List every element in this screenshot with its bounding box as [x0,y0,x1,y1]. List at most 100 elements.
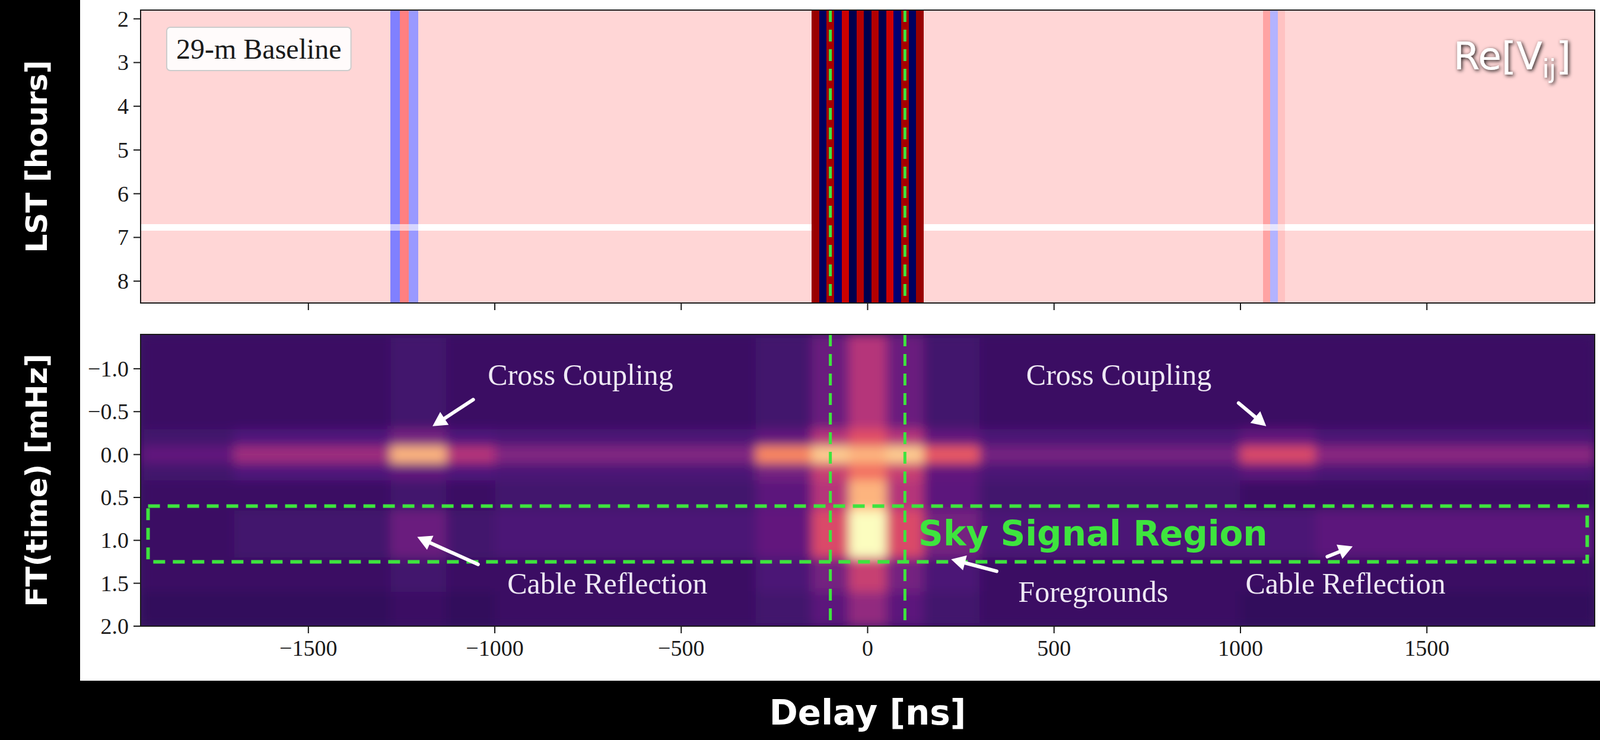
heatmap-cell [233,510,391,559]
heatmap-cell [923,334,981,430]
y-tick-label: −1.0 [87,356,129,382]
y-tick [133,625,141,628]
annotation-arrow [430,542,479,565]
heatmap-cell [140,592,235,627]
heatmap-cell [755,510,813,559]
y-tick [133,61,141,63]
x-tick-label: 500 [1037,635,1071,661]
heatmap-cell [390,428,447,447]
heatmap-cell [140,224,391,232]
x-tick [680,626,682,634]
plot-frame [140,10,1595,304]
y-axis-title: FT(time) [mHz] [19,353,54,607]
y-tick-label: 6 [117,181,129,207]
inset-label-box [166,27,352,71]
heatmap-cell [390,334,447,430]
x-tick [494,626,496,634]
x-axis-title: Delay [ns] [769,692,967,734]
heatmap-cell [811,224,820,232]
plot-area [140,10,1595,304]
x-tick-label: −500 [657,635,705,661]
heatmap-cell [1240,446,1316,464]
y-tick-label: 1.5 [100,571,130,597]
heatmap-cell [863,224,872,232]
heatmap-cell [390,224,400,232]
horizon-line [903,334,907,627]
heatmap-cell [819,224,827,232]
heatmap-cell [233,463,391,482]
y-tick [133,497,141,499]
heatmap-cell [408,230,419,304]
heatmap-cell [886,224,895,232]
heatmap-cell [979,428,1242,447]
heatmap-cell [390,230,400,304]
heatmap-cell [848,224,857,232]
plot-frame [140,334,1595,627]
y-tick-label: 7 [117,224,129,250]
sky-signal-region [148,506,1588,562]
heatmap-cell [446,510,495,559]
heatmap-cell [233,592,391,627]
annotation-arrowhead [1336,544,1353,559]
heatmap-cell [863,230,872,304]
plot-area [140,334,1595,627]
x-tick [1053,303,1055,311]
y-tick-label: −0.5 [87,399,129,425]
plot-ground [140,334,1595,627]
heatmap-cell [871,224,880,232]
x-tick-label: 0 [861,635,874,661]
annotation-arrowhead [417,536,434,551]
y-axis-title: LST [hours] [19,59,54,253]
annotation-arrowhead [950,555,968,571]
y-tick [133,454,141,456]
corner-label-part: ij [1542,54,1557,84]
x-tick [867,626,869,634]
heatmap-cell [399,224,410,232]
figure: 2345678LST [hours]29-m BaselineRe[Vij]−1… [0,0,1600,740]
x-tick [494,303,496,311]
heatmap-cell [399,230,410,304]
heatmap-cell [893,224,902,232]
heatmap-cell [834,10,842,225]
heatmap-cell [979,446,1242,464]
x-tick-label: 1000 [1217,635,1264,661]
annotation-text: Cross Coupling [1026,358,1213,392]
heatmap-cells [140,10,1595,304]
heatmap-cell [390,480,447,511]
heatmap-cell [399,10,410,225]
heatmap-cell [494,428,757,447]
annotation-text: Cable Reflection [1245,567,1446,601]
heatmap-cell [841,224,850,232]
heatmap-cell [848,10,857,225]
heatmap-cell [871,230,880,304]
y-tick-label: 3 [117,49,129,75]
heatmap-cell [893,230,902,304]
heatmap-cell [848,446,887,464]
heatmap-cell [755,428,813,447]
heatmap-cell [979,463,1242,482]
x-tick [1053,626,1055,634]
heatmap-cell [1315,446,1595,464]
y-tick-label: 2.0 [100,614,130,639]
heatmap-cell [140,230,391,304]
heatmap-cell [923,428,981,447]
x-tick [307,626,310,634]
heatmap-cell [446,446,495,464]
y-tick [133,583,141,585]
heatmap-cell [390,446,447,464]
horizon-line [828,334,832,627]
heatmap-cell [908,230,917,304]
heatmap-cell [1263,230,1271,304]
annotation-text: Foregrounds [1018,575,1169,609]
x-tick [680,303,682,311]
heatmap-cell [848,428,887,447]
heatmap-cell [418,10,813,225]
x-tick [867,303,869,311]
heatmap-cell [1277,230,1286,304]
heatmap-cell [233,334,391,430]
heatmap-cell [856,10,865,225]
heatmap-cell [871,10,880,225]
heatmap-cell [923,557,981,593]
y-tick-label: 1.0 [100,527,130,553]
heatmap-cell [834,230,842,304]
